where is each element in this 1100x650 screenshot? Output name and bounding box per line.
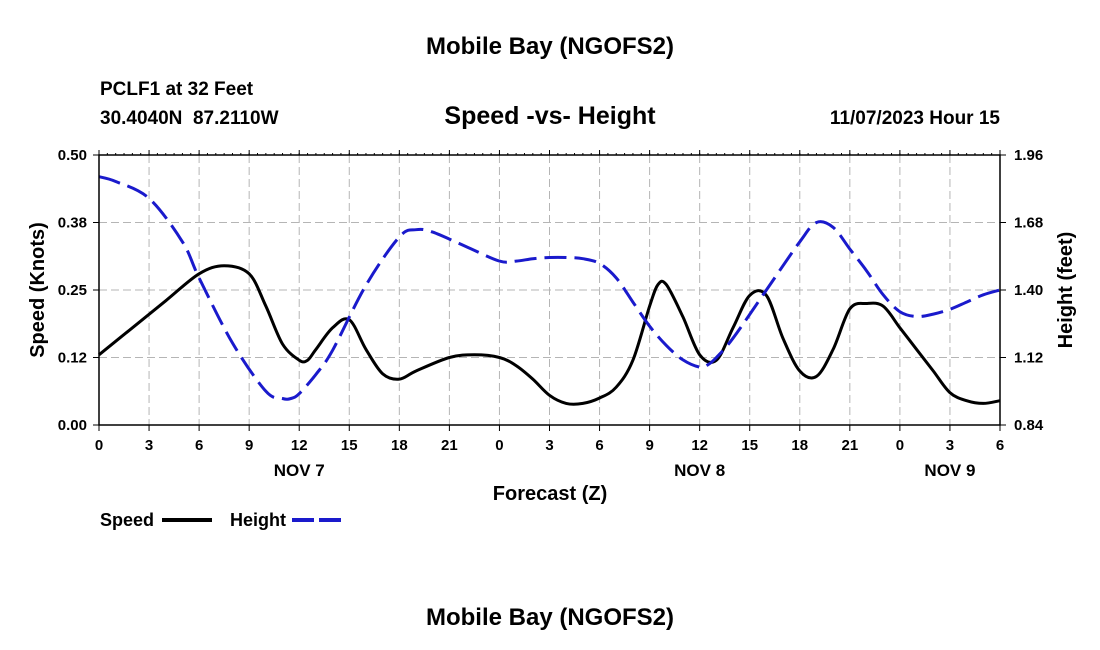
day-label: NOV 8 [674,461,725,480]
x-tick-label: 12 [691,437,708,454]
y-left-tick-label: 0.50 [58,147,87,164]
day-label: NOV 7 [274,461,325,480]
x-tick-label: 0 [95,437,103,454]
x-tick-label: 21 [441,437,458,454]
y-axis-right-label: Height (feet) [1055,232,1077,349]
y-left-tick-label: 0.38 [58,215,87,232]
x-tick-label: 9 [245,437,253,454]
y-left-tick-label: 0.25 [58,282,87,299]
x-tick-label: 0 [896,437,904,454]
y-right-tick-label: 0.84 [1014,417,1044,434]
x-tick-label: 6 [195,437,203,454]
y-right-tick-label: 1.68 [1014,215,1043,232]
chart-subtitle: Speed -vs- Height [444,102,656,130]
x-axis-label: Forecast (Z) [493,483,607,505]
grid-lines [99,155,1000,425]
x-tick-label: 3 [545,437,553,454]
x-tick-label: 12 [291,437,308,454]
station-label: PCLF1 at 32 Feet [100,79,254,100]
timestamp-label: 11/07/2023 Hour 15 [830,108,1000,129]
footer-title: Mobile Bay (NGOFS2) [426,604,674,631]
y-right-tick-label: 1.40 [1014,282,1043,299]
x-tick-label: 21 [841,437,858,454]
x-tick-label: 18 [791,437,808,454]
legend: Speed Height [100,510,342,530]
x-tick-label: 9 [645,437,653,454]
x-tick-label: 18 [391,437,408,454]
series-lines [98,175,1001,406]
legend-height-label: Height [230,510,286,530]
y-right-tick-label: 1.12 [1014,350,1043,367]
y-right-tick-label: 1.96 [1014,147,1043,164]
x-tick-label: 6 [595,437,603,454]
y-axis-left-label: Speed (Knots) [27,222,49,358]
chart-title: Mobile Bay (NGOFS2) [426,33,674,60]
legend-speed-label: Speed [100,510,154,530]
x-tick-label: 3 [145,437,153,454]
location-label: 30.4040N 87.2110W [100,108,279,129]
series-line-speed [98,264,1001,406]
axes: 0 3 6 9 12 15 18 21 0 3 6 9 12 15 18 21 0 3 6 NOV 7 NOV 8 NOV… [58,147,1044,480]
x-tick-label: 15 [741,437,758,454]
y-left-tick-label: 0.12 [58,350,87,367]
x-tick-label: 15 [341,437,358,454]
y-left-tick-label: 0.00 [58,417,87,434]
x-tick-label: 3 [946,437,954,454]
x-tick-label: 6 [996,437,1004,454]
series-line-height [98,175,1001,401]
x-tick-label: 0 [495,437,503,454]
day-label: NOV 9 [924,461,975,480]
